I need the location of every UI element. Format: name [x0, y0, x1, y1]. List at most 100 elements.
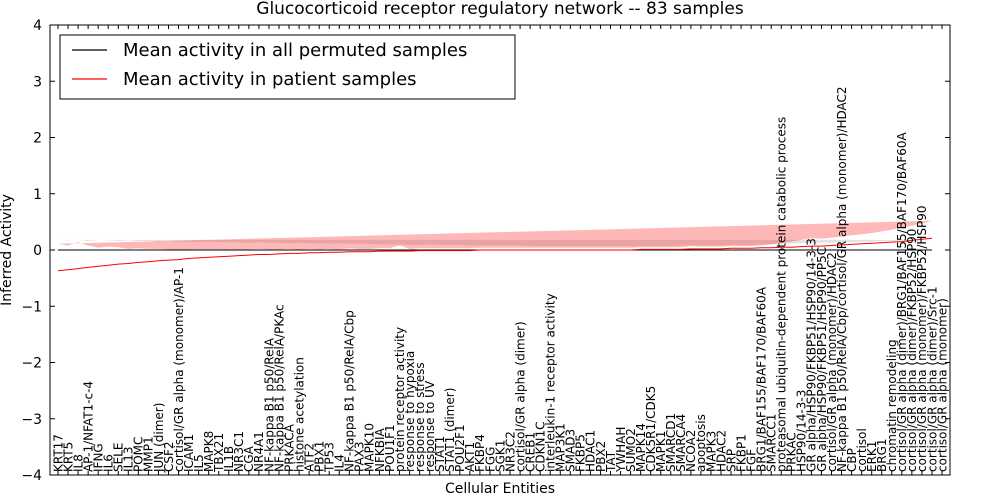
x-tick-label: NCOA2: [684, 430, 698, 472]
x-tick-label: MAP3K1: [554, 423, 568, 472]
x-tick-label: MAPK14: [634, 423, 648, 472]
x-tick-label: IL1B: [222, 446, 236, 472]
x-tick-label: BRG1/BAF155/BAF170/BAF60A: [755, 286, 769, 472]
x-tick-label: KRT5: [61, 442, 75, 472]
x-tick-label: CGA: [242, 445, 256, 472]
legend-label-patient: Mean activity in patient samples: [123, 69, 417, 90]
x-tick-label: interleukin-1 receptor activity: [544, 293, 558, 472]
x-tick-label: NF-kappa B1 p50/RelA/PKAc: [272, 304, 286, 472]
x-tick-label: HSP90/14-3-3: [795, 390, 809, 472]
y-tick-label: −2: [21, 356, 42, 372]
x-tick-label: CBP: [845, 448, 859, 472]
x-tick-label: SRP: [724, 449, 738, 472]
y-tick-label: 4: [33, 18, 42, 34]
x-tick-label: KRT17: [51, 434, 65, 472]
x-tick-label: response to UV: [423, 380, 437, 472]
x-tick-label: IL5: [192, 454, 206, 472]
x-tick-label: ATF2: [303, 443, 317, 472]
x-tick-label: SMARCC1: [765, 414, 779, 472]
x-tick-label: NF-kappa B1 p50/RelA/Cbp: [343, 310, 357, 472]
x-tick-label: MAPK3: [704, 431, 718, 472]
x-tick-label: JUN (dimer): [152, 403, 166, 473]
x-tick-label: cortisol/GR alpha (monomer)/HDAC2: [825, 252, 839, 472]
x-tick-label: IL8: [71, 454, 85, 472]
x-tick-label: cortisol: [855, 428, 869, 472]
x-tick-label: NR3C2: [503, 431, 517, 472]
x-tick-label: ERK1: [865, 441, 879, 472]
y-tick-label: −3: [21, 412, 42, 428]
x-tick-label: cortisol/GR alpha (dimer)/Src-1: [925, 286, 939, 472]
y-tick-label: 0: [33, 243, 42, 259]
x-tick-label: NFKBIA: [373, 428, 387, 473]
x-tick-label: GR alpha/HSP90/FKBP51/HSP90/14-3-3: [805, 238, 819, 472]
x-tick-label: POU2F1: [453, 424, 467, 472]
x-tick-label: NF-kappa B1 p50/RelA/Cbp/cortisol/GR alp…: [835, 86, 849, 472]
x-tick-label: proteasomal ubiquitin-dependent protein …: [775, 117, 789, 472]
patient-mean-line: [57, 237, 933, 272]
x-tick-label: NR3C1: [232, 431, 246, 472]
x-tick-label: TAT: [604, 450, 618, 473]
x-tick-label: FGG: [483, 447, 497, 473]
x-tick-label: histone acetylation: [292, 357, 306, 472]
x-tick-label: CDKN1C: [534, 422, 548, 472]
x-axis-label: Cellular Entities: [445, 481, 555, 497]
legend-box: [59, 34, 516, 100]
y-axis-label: Inferred Activity: [0, 194, 15, 306]
x-tick-label: FKBP4: [473, 434, 487, 472]
x-tick-label: cortisol/GR alpha (monomer)/AP-1: [172, 267, 186, 472]
x-tick-label: YWHAH: [614, 427, 628, 473]
x-tick-label: SMAD3: [564, 429, 578, 472]
x-tick-label: POMC: [132, 437, 146, 472]
patient-band: [58, 220, 932, 250]
x-tick-label: HDAC1: [584, 430, 598, 472]
x-tick-label: cortisol/GR alpha (monomer): [935, 298, 949, 472]
x-tick-label: cortisol/GR alpha (dimer)/FKBP52/HSP90: [905, 229, 919, 472]
x-tick-label: TP53: [323, 442, 337, 473]
y-tick-label: 3: [33, 74, 42, 90]
x-tick-label: FKBP5: [574, 434, 588, 472]
x-tick-label: MAPK10: [363, 423, 377, 472]
x-tick-label: protein receptor activity: [393, 327, 407, 472]
x-tick-label: FGF: [745, 449, 759, 472]
x-tick-label: chromatin remodeling: [885, 339, 899, 472]
x-tick-label: FKBP1: [734, 434, 748, 472]
x-tick-label: STAT1 (dimer): [443, 388, 457, 472]
x-tick-label: NR4A1: [252, 431, 266, 472]
x-tick-label: cortisol/GR alpha (dimer)/BRG1/BAF155/BA…: [895, 131, 909, 472]
x-tick-label: NF-kappa B1 p50/RelA: [262, 337, 276, 472]
x-tick-label: SELE: [112, 443, 126, 472]
x-tick-label: response to hypoxia: [403, 351, 417, 472]
x-tick-label: CREB1: [524, 432, 538, 472]
x-tick-label: IL13: [122, 446, 136, 472]
x-tick-label: cortisol/GR alpha (dimer): [513, 321, 527, 472]
x-tick-label: cortisol/GR alpha (monomer)/FKBP52/HSP90: [915, 205, 929, 472]
y-tick-label: 2: [33, 131, 42, 147]
x-tick-label: MMP1: [142, 436, 156, 472]
y-axis: −4 −3 −2 −1 0 1 2 3 4: [21, 18, 950, 484]
x-tick-label: PBX1: [313, 441, 327, 472]
x-tick-label: MAPK8: [202, 431, 216, 472]
x-tick-label: TBX21: [212, 433, 226, 473]
x-tick-label: GR alpha/HSP90/FKBP51/HSP90/PP5C: [815, 247, 829, 472]
x-tick-label: response to stress: [413, 362, 427, 472]
x-tick-label: apoptosis: [694, 414, 708, 472]
x-tick-label: CDK5R1/CDK5: [644, 386, 658, 472]
x-tick-label: POU1F1: [383, 424, 397, 472]
x-tick-label: PBX2: [594, 441, 608, 472]
legend-label-permuted: Mean activity in all permuted samples: [123, 40, 467, 61]
y-tick-label: 1: [33, 187, 42, 203]
x-tick-label: IFNG: [92, 443, 106, 472]
y-tick-label: −4: [21, 468, 42, 484]
x-tick-label: CSF2: [162, 441, 176, 472]
x-tick-label: SUMO2: [624, 428, 638, 472]
y-tick-label: −1: [21, 299, 42, 315]
x-tick-label: AKT1: [463, 442, 477, 472]
x-tick-label: IL6: [102, 454, 116, 472]
x-tick-label: IL4: [333, 454, 347, 472]
x-tick-label: AP-1/NFAT1-c-4: [82, 381, 96, 472]
legend: Mean activity in all permuted samples Me…: [59, 34, 516, 100]
x-tick-label: PRKAC: [785, 432, 799, 472]
x-tick-label: SMARCA4: [674, 414, 688, 472]
x-tick-label: ICAM1: [182, 434, 196, 472]
